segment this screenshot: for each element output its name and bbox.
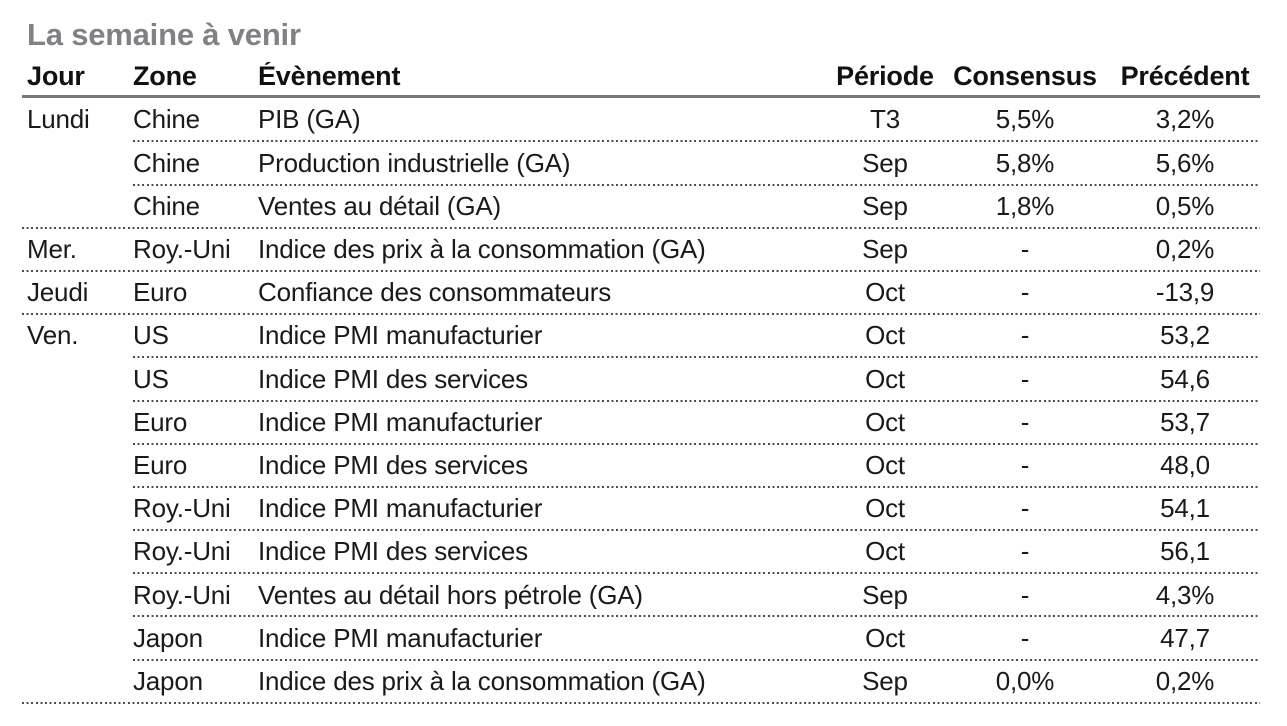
cell-evenement: Indice PMI des services: [258, 450, 528, 480]
cell-periode: Oct: [865, 278, 905, 307]
cell-precedent: 5,6%: [1155, 148, 1215, 178]
cell-zone: Chine: [133, 191, 200, 221]
table-row: Roy.-Uni Indice PMI manufacturier Oct - …: [22, 487, 1260, 532]
cell-consensus: -: [1020, 450, 1030, 480]
cell-precedent: 56,1: [1160, 537, 1210, 566]
cell-consensus: -: [1020, 580, 1030, 610]
cell-evenement: Indice des prix à la consommation (GA): [258, 235, 706, 264]
table-row: Roy.-Uni Ventes au détail hors pétrole (…: [22, 573, 1260, 618]
cell-jour: Jeudi: [27, 278, 89, 307]
cell-consensus: -: [1020, 278, 1030, 307]
cell-precedent: 4,3%: [1155, 580, 1215, 610]
cell-precedent: 54,6: [1160, 364, 1210, 394]
cell-zone: Chine: [133, 105, 200, 135]
cell-periode: Sep: [862, 235, 908, 264]
column-header-precedent: Précédent: [1120, 61, 1250, 91]
table-row: Lundi Chine PIB (GA) T3 5,5% 3,2%: [22, 98, 1260, 143]
cell-consensus: 1,8%: [995, 191, 1055, 221]
column-header-consensus: Consensus: [953, 61, 1097, 91]
column-header-periode: Période: [836, 61, 934, 91]
column-header-zone: Zone: [133, 61, 197, 91]
cell-periode: Oct: [865, 364, 905, 394]
table-row: Mer. Roy.-Uni Indice des prix à la conso…: [22, 228, 1260, 273]
cell-precedent: 0,2%: [1155, 235, 1215, 264]
column-header-evenement: Évènement: [258, 61, 401, 91]
cell-jour: Ven.: [27, 321, 79, 351]
cell-evenement: Indice PMI manufacturier: [258, 321, 543, 351]
cell-zone: Euro: [133, 407, 188, 437]
cell-consensus: -: [1020, 623, 1030, 653]
cell-consensus: -: [1020, 364, 1030, 394]
cell-zone: Euro: [133, 450, 188, 480]
cell-precedent: 0,2%: [1155, 666, 1215, 696]
cell-consensus: -: [1020, 494, 1030, 523]
table-header-row: Jour Zone Évènement Période Consensus Pr…: [22, 59, 1260, 99]
cell-evenement: Indice PMI manufacturier: [258, 407, 543, 437]
cell-zone: Euro: [133, 278, 188, 307]
cell-evenement: Indice PMI des services: [258, 364, 528, 394]
cell-periode: Oct: [865, 494, 905, 523]
cell-zone: Japon: [133, 623, 203, 653]
cell-evenement: Ventes au détail hors pétrole (GA): [258, 580, 643, 610]
cell-evenement: Production industrielle (GA): [258, 148, 571, 178]
table-row: Chine Ventes au détail (GA) Sep 1,8% 0,5…: [22, 185, 1260, 229]
cell-zone: US: [133, 321, 169, 351]
cell-precedent: 0,5%: [1155, 191, 1215, 221]
cell-jour: Mer.: [27, 235, 77, 264]
cell-consensus: -: [1020, 537, 1030, 566]
cell-consensus: -: [1020, 321, 1030, 351]
cell-evenement: Confiance des consommateurs: [258, 278, 612, 307]
cell-precedent: 53,7: [1160, 407, 1210, 437]
cell-periode: Oct: [865, 407, 905, 437]
cell-evenement: Indice des prix à la consommation (GA): [258, 666, 706, 696]
cell-periode: Oct: [865, 321, 905, 351]
cell-precedent: 47,7: [1160, 623, 1210, 653]
table-row: Japon Indice PMI manufacturier Oct - 47,…: [22, 616, 1260, 661]
cell-consensus: 5,5%: [995, 105, 1055, 135]
cell-consensus: 5,8%: [995, 148, 1055, 178]
table-row: Chine Production industrielle (GA) Sep 5…: [22, 141, 1260, 186]
cell-consensus: -: [1020, 407, 1030, 437]
cell-precedent: 54,1: [1160, 494, 1210, 523]
cell-zone: Roy.-Uni: [133, 580, 231, 610]
cell-zone: Roy.-Uni: [133, 235, 231, 264]
cell-consensus: 0,0%: [995, 666, 1055, 696]
table-row: Jeudi Euro Confiance des consommateurs O…: [22, 271, 1260, 316]
cell-evenement: Indice PMI des services: [258, 537, 528, 566]
cell-precedent: 53,2: [1160, 321, 1210, 351]
table-row: US Indice PMI des services Oct - 54,6: [22, 357, 1260, 402]
cell-periode: Oct: [865, 537, 905, 566]
cell-periode: Sep: [862, 580, 908, 610]
cell-precedent: 3,2%: [1155, 105, 1215, 135]
table-row: Euro Indice PMI des services Oct - 48,0: [22, 444, 1260, 489]
page-title: La semaine à venir: [27, 17, 301, 52]
column-header-jour: Jour: [27, 61, 85, 91]
cell-zone: Japon: [133, 666, 203, 696]
table-row: Roy.-Uni Indice PMI des services Oct - 5…: [22, 530, 1260, 575]
cell-evenement: Ventes au détail (GA): [258, 191, 501, 221]
cell-periode: Oct: [865, 623, 905, 653]
cell-evenement: Indice PMI manufacturier: [258, 494, 543, 523]
cell-precedent: -13,9: [1155, 278, 1215, 307]
cell-periode: Sep: [862, 191, 908, 221]
cell-jour: Lundi: [27, 105, 90, 135]
events-calendar-section: La semaine à venir Jour Zone Évènement P…: [22, 0, 1260, 705]
cell-periode: Sep: [862, 148, 908, 178]
cell-zone: US: [133, 364, 169, 394]
cell-consensus: -: [1020, 235, 1030, 264]
cell-periode: Sep: [862, 666, 908, 696]
cell-zone: Roy.-Uni: [133, 494, 231, 523]
cell-precedent: 48,0: [1160, 450, 1210, 480]
cell-evenement: Indice PMI manufacturier: [258, 623, 543, 653]
table-row: Ven. US Indice PMI manufacturier Oct - 5…: [22, 314, 1260, 359]
cell-zone: Chine: [133, 148, 200, 178]
cell-periode: Oct: [865, 450, 905, 480]
table-row: Japon Indice des prix à la consommation …: [22, 660, 1260, 705]
cell-periode: T3: [870, 105, 900, 135]
cell-zone: Roy.-Uni: [133, 537, 231, 566]
cell-evenement: PIB (GA): [258, 105, 361, 135]
table-row: Euro Indice PMI manufacturier Oct - 53,7: [22, 401, 1260, 445]
